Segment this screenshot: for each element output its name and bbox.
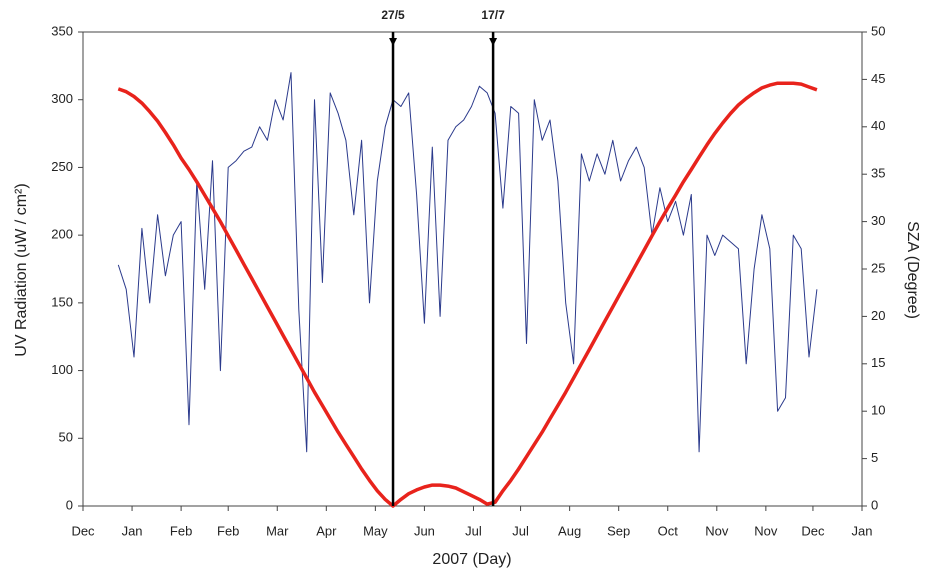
- annotation-label: 17/7: [481, 8, 505, 22]
- x-tick-label: Nov: [754, 523, 778, 538]
- x-tick-label: Dec: [71, 523, 95, 538]
- x-tick-label: Jun: [414, 523, 435, 538]
- y2-tick-label: 50: [871, 23, 885, 38]
- x-axis-title: 2007 (Day): [432, 551, 511, 568]
- line-series: [117, 81, 818, 508]
- x-tick-label: Feb: [170, 523, 192, 538]
- x-tick-label: Sep: [607, 523, 630, 538]
- x-tick-label: Jan: [852, 523, 873, 538]
- y2-axis-title: SZA (Degree): [904, 221, 921, 319]
- x-tick-label: Jul: [512, 523, 529, 538]
- y2-tick-label: 15: [871, 355, 885, 370]
- x-tick-label: Oct: [658, 523, 679, 538]
- x-tick-label: Nov: [705, 523, 729, 538]
- x-tick-label: Aug: [558, 523, 581, 538]
- y2-tick-label: 35: [871, 166, 885, 181]
- x-tick-label: Mar: [266, 523, 289, 538]
- y-tick-label: 250: [51, 159, 73, 174]
- x-tick-label: Feb: [217, 523, 239, 538]
- x-tick-label: Apr: [316, 523, 337, 538]
- y-tick-label: 0: [66, 497, 73, 512]
- y-tick-label: 350: [51, 23, 73, 38]
- y-axis-title: UV Radiation (uW / cm²): [13, 183, 30, 356]
- y-tick-label: 100: [51, 362, 73, 377]
- x-tick-label: Jan: [122, 523, 143, 538]
- y2-tick-label: 45: [871, 71, 885, 86]
- y2-tick-label: 20: [871, 308, 885, 323]
- y2-tick-label: 10: [871, 403, 885, 418]
- annotation-label: 27/5: [381, 8, 405, 22]
- x-tick-label: Jul: [465, 523, 482, 538]
- y2-tick-label: 30: [871, 213, 885, 228]
- line-series: [117, 72, 818, 453]
- y-tick-label: 50: [59, 430, 73, 445]
- y2-tick-label: 40: [871, 118, 885, 133]
- y-tick-label: 300: [51, 91, 73, 106]
- y-tick-label: 200: [51, 227, 73, 242]
- annotation-arrow: [389, 38, 398, 46]
- annotation-arrow: [489, 38, 498, 46]
- y-tick-label: 150: [51, 294, 73, 309]
- y2-tick-label: 25: [871, 260, 885, 275]
- x-tick-label: May: [363, 523, 388, 538]
- y2-tick-label: 5: [871, 450, 878, 465]
- x-tick-label: Dec: [801, 523, 825, 538]
- y2-tick-label: 0: [871, 497, 878, 512]
